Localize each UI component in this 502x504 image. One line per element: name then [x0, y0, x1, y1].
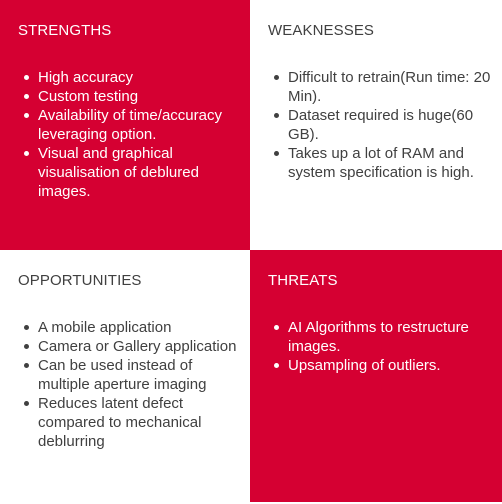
list-item: Can be used instead of multiple aperture…	[24, 356, 248, 394]
strengths-quadrant: STRENGTHS High accuracy Custom testing A…	[0, 0, 250, 250]
list-item: Dataset required is huge(60 GB).	[274, 106, 500, 144]
list-item: Difficult to retrain(Run time: 20 Min).	[274, 68, 500, 106]
list-item: Reduces latent defect compared to mechan…	[24, 394, 248, 451]
list-item-text: Visual and graphical visualisation of de…	[38, 145, 199, 200]
list-item: Upsampling of outliers.	[274, 356, 500, 375]
bullet-icon	[24, 94, 29, 99]
list-item-text: Availability of time/accuracy leveraging…	[38, 107, 222, 143]
list-item-text: Upsampling of outliers.	[288, 357, 441, 374]
list-item-text: AI Algorithms to restructure images.	[288, 319, 469, 355]
strengths-list: High accuracy Custom testing Availabilit…	[18, 68, 248, 201]
list-item-text: Reduces latent defect compared to mechan…	[38, 395, 202, 450]
bullet-icon	[274, 325, 279, 330]
bullet-icon	[24, 401, 29, 406]
bullet-icon	[24, 113, 29, 118]
bullet-icon	[24, 344, 29, 349]
bullet-icon	[24, 151, 29, 156]
list-item-text: Camera or Gallery application	[38, 338, 237, 355]
opportunities-list: A mobile application Camera or Gallery a…	[18, 318, 248, 451]
threats-quadrant: THREATS AI Algorithms to restructure ima…	[250, 250, 502, 502]
list-item-text: Takes up a lot of RAM and system specifi…	[288, 145, 474, 181]
list-item: High accuracy	[24, 68, 248, 87]
strengths-heading: STRENGTHS	[18, 22, 112, 39]
bullet-icon	[274, 151, 279, 156]
list-item-text: Dataset required is huge(60 GB).	[288, 107, 474, 143]
list-item-text: A mobile application	[38, 319, 172, 336]
bullet-icon	[24, 363, 29, 368]
list-item: Camera or Gallery application	[24, 337, 248, 356]
bullet-icon	[24, 325, 29, 330]
threats-list: AI Algorithms to restructure images. Ups…	[268, 318, 500, 375]
bullet-icon	[274, 75, 279, 80]
opportunities-heading: OPPORTUNITIES	[18, 272, 142, 289]
list-item-text: Can be used instead of multiple aperture…	[38, 357, 207, 393]
list-item-text: Difficult to retrain(Run time: 20 Min).	[288, 69, 491, 105]
list-item: Availability of time/accuracy leveraging…	[24, 106, 248, 144]
list-item: Custom testing	[24, 87, 248, 106]
bullet-icon	[274, 113, 279, 118]
list-item-text: Custom testing	[38, 88, 139, 105]
weaknesses-heading: WEAKNESSES	[268, 22, 375, 39]
threats-heading: THREATS	[268, 272, 338, 289]
weaknesses-list: Difficult to retrain(Run time: 20 Min). …	[268, 68, 500, 182]
list-item: Takes up a lot of RAM and system specifi…	[274, 144, 500, 182]
weaknesses-quadrant: WEAKNESSES Difficult to retrain(Run time…	[250, 0, 502, 250]
bullet-icon	[24, 75, 29, 80]
bullet-icon	[274, 363, 279, 368]
opportunities-quadrant: OPPORTUNITIES A mobile application Camer…	[0, 250, 250, 504]
list-item: Visual and graphical visualisation of de…	[24, 144, 248, 201]
list-item-text: High accuracy	[38, 69, 134, 86]
list-item: AI Algorithms to restructure images.	[274, 318, 500, 356]
list-item: A mobile application	[24, 318, 248, 337]
